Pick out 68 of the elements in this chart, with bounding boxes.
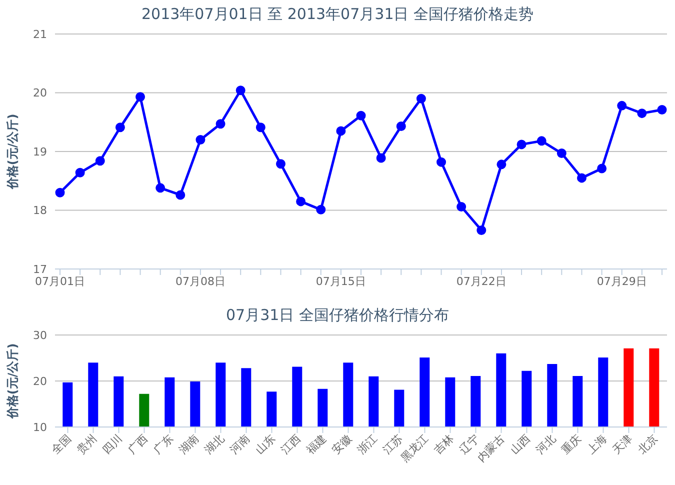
point [276, 159, 286, 169]
x-tick-label: 山西 [508, 432, 533, 457]
chart-title: 07月31日 全国仔猪价格行情分布 [225, 305, 450, 326]
x-tick-label: 江西 [278, 432, 304, 457]
y-tick-label: 30 [33, 328, 47, 342]
x-tick-label: 山东 [253, 432, 278, 457]
x-tick-label: 浙江 [355, 432, 380, 457]
y-axis-title: 价格(元/公斤) [5, 343, 20, 420]
point [416, 94, 426, 104]
x-tick-label: 河北 [534, 432, 558, 457]
x-tick-label: 贵州 [74, 432, 100, 457]
point [236, 86, 246, 96]
point [556, 148, 566, 158]
point [156, 183, 166, 193]
x-tick-label: 重庆 [559, 432, 584, 457]
point [657, 105, 667, 115]
point [456, 202, 466, 212]
x-tick-label: 天津 [610, 432, 635, 457]
point [536, 136, 546, 146]
y-tick-label: 19 [33, 145, 47, 158]
x-tick-label: 广西 [126, 432, 150, 457]
x-tick-label: 07月15日 [316, 274, 366, 288]
point [496, 160, 506, 170]
point [597, 164, 607, 174]
x-tick-label: 北京 [636, 432, 660, 457]
x-tick-label: 吉林 [432, 432, 456, 457]
x-tick-label: 福建 [304, 432, 329, 457]
y-tick-label: 20 [33, 86, 47, 100]
y-axis-title: 价格(元/公斤) [5, 114, 20, 190]
point [216, 119, 226, 129]
x-tick-label: 安徽 [330, 432, 354, 457]
point [176, 190, 186, 200]
point [95, 156, 105, 166]
x-tick-label: 河南 [228, 432, 252, 457]
point [136, 92, 146, 102]
y-tick-label: 21 [33, 28, 47, 41]
point [256, 122, 266, 132]
x-tick-label: 四川 [100, 432, 125, 457]
point [316, 204, 326, 214]
point [336, 126, 346, 136]
x-tick-label: 07月08日 [175, 274, 226, 288]
point [576, 173, 586, 183]
x-tick-label: 广东 [151, 432, 176, 457]
point [516, 140, 526, 150]
y-tick-label: 17 [33, 262, 47, 276]
point [196, 135, 206, 144]
y-tick-label: 18 [33, 204, 47, 218]
point [296, 196, 306, 206]
point [75, 168, 85, 178]
point [376, 153, 386, 163]
point [436, 157, 446, 167]
point [637, 108, 647, 118]
x-tick-label: 全国 [49, 432, 74, 457]
point [115, 122, 125, 132]
point [396, 121, 406, 131]
point [356, 110, 366, 120]
x-tick-label: 上海 [584, 432, 610, 457]
x-tick-label: 07月01日 [35, 274, 85, 288]
point [476, 225, 486, 235]
point [55, 188, 65, 198]
y-tick-label: 10 [33, 420, 47, 434]
x-tick-label: 湖北 [202, 432, 227, 457]
point [617, 100, 627, 110]
x-tick-label: 湖南 [176, 432, 202, 457]
chart-title: 2013年07月01日 至 2013年07月31日 全国仔猪价格走势 [140, 4, 534, 25]
x-tick-label: 07月22日 [456, 274, 506, 288]
x-tick-label: 07月29日 [596, 274, 647, 288]
y-tick-label: 20 [33, 374, 47, 388]
